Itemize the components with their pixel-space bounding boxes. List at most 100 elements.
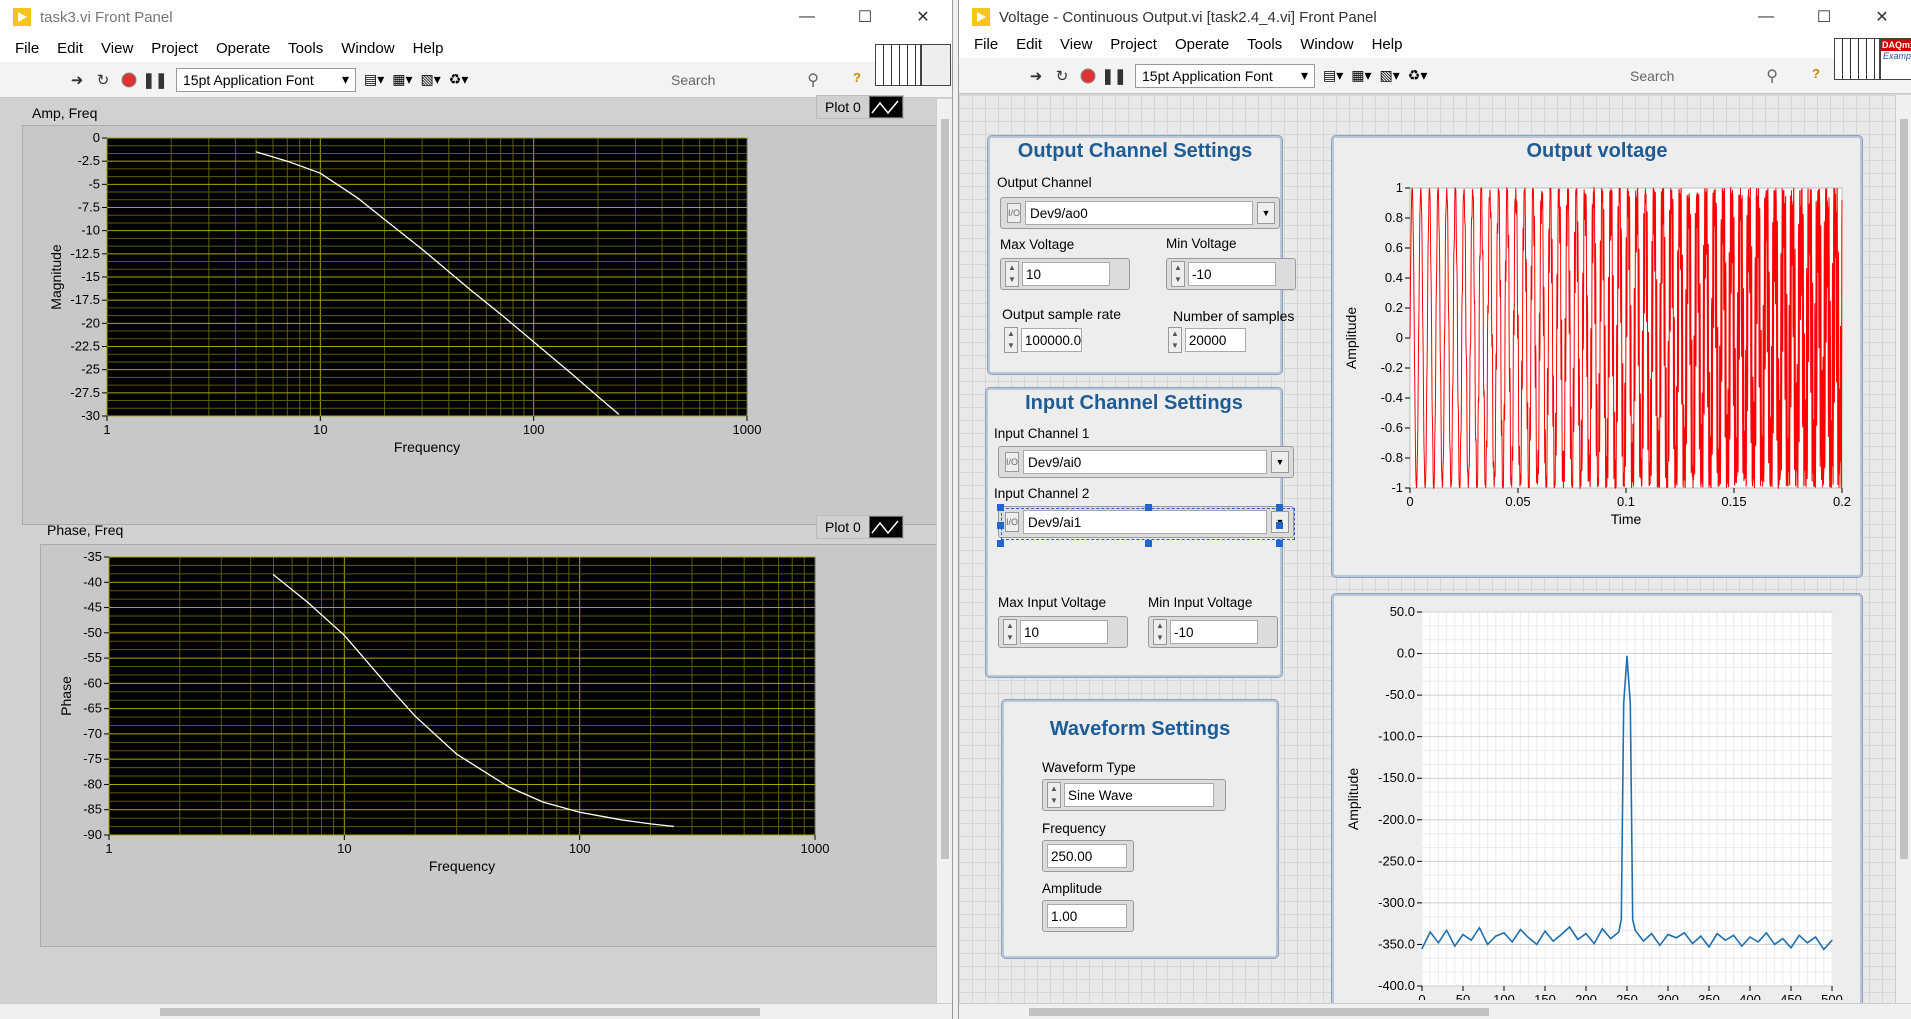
max-input-voltage-control[interactable]: ▲ ▼ 10 bbox=[998, 616, 1128, 648]
vi-icon[interactable] bbox=[921, 44, 951, 86]
menu-edit[interactable]: Edit bbox=[57, 39, 84, 57]
number-of-samples-control[interactable]: ▲ ▼ 20000 bbox=[1164, 324, 1250, 356]
min-input-voltage-value[interactable]: -10 bbox=[1170, 620, 1258, 644]
menu-window[interactable]: Window bbox=[341, 39, 395, 57]
plot-legend-amp[interactable]: Plot 0 bbox=[816, 95, 904, 119]
phase-freq-graph[interactable]: -35 -40 -45 -50 -55 -60 -65 -70 -75 -80 -85 -901 10 1… bbox=[41, 545, 941, 948]
close-button[interactable]: ✕ bbox=[1875, 9, 1889, 26]
min-voltage-value[interactable]: -10 bbox=[1188, 262, 1276, 286]
connector-pane-icon[interactable] bbox=[1834, 38, 1880, 80]
input-channel-2-control[interactable]: I/O Dev9/ai1 ▼ bbox=[998, 506, 1294, 538]
resize-objects-icon[interactable]: ▧▾ bbox=[1379, 67, 1400, 83]
help-icon[interactable]: ? bbox=[853, 70, 861, 85]
menu-view[interactable]: View bbox=[101, 39, 134, 57]
daqmx-example-icon[interactable]: DAQmx Example bbox=[1880, 38, 1911, 80]
menu-project[interactable]: Project bbox=[1110, 35, 1157, 53]
output-voltage-chart[interactable]: 10.80.60.40.20-0.2-0.4-0.6-0.8-10 0.05 0.1… bbox=[1336, 172, 1856, 572]
search-field[interactable]: Search ⚲ bbox=[665, 68, 835, 92]
increment-decrement-icon[interactable]: ▲ ▼ bbox=[1153, 619, 1167, 645]
vertical-scrollbar[interactable] bbox=[936, 99, 952, 1003]
run-continuously-icon[interactable]: ↻ bbox=[96, 71, 110, 89]
frequency-control[interactable]: 250.00 bbox=[1042, 840, 1134, 872]
increment-decrement-icon[interactable]: ▲ ▼ bbox=[1005, 261, 1019, 287]
max-voltage-value[interactable]: 10 bbox=[1022, 262, 1110, 286]
font-selector[interactable]: 15pt Application Font ▾ bbox=[176, 67, 356, 92]
increment-decrement-icon[interactable]: ▲ ▼ bbox=[1171, 261, 1185, 287]
search-input[interactable]: Search bbox=[671, 72, 716, 88]
menu-project[interactable]: Project bbox=[151, 39, 198, 57]
increment-decrement-icon[interactable]: ▲ ▼ bbox=[1003, 619, 1017, 645]
maximize-button[interactable]: ☐ bbox=[857, 9, 873, 26]
resize-handle[interactable] bbox=[1276, 504, 1283, 511]
menu-help[interactable]: Help bbox=[1371, 35, 1403, 53]
resize-handle[interactable] bbox=[1276, 540, 1283, 547]
close-button[interactable]: ✕ bbox=[916, 9, 930, 26]
abort-icon[interactable] bbox=[118, 69, 140, 91]
max-voltage-control[interactable]: ▲ ▼ 10 bbox=[1000, 258, 1130, 290]
min-voltage-control[interactable]: ▲ ▼ -10 bbox=[1166, 258, 1296, 290]
vertical-scrollbar[interactable] bbox=[1895, 95, 1911, 1003]
search-icon[interactable]: ⚲ bbox=[1766, 68, 1778, 85]
min-input-voltage-control[interactable]: ▲ ▼ -10 bbox=[1148, 616, 1278, 648]
run-continuously-icon[interactable]: ↻ bbox=[1055, 67, 1069, 85]
menu-operate[interactable]: Operate bbox=[1174, 35, 1230, 53]
menu-view[interactable]: View bbox=[1060, 35, 1093, 53]
resize-handle[interactable] bbox=[997, 522, 1004, 529]
help-icon[interactable]: ? bbox=[1812, 66, 1820, 81]
menu-tools[interactable]: Tools bbox=[1247, 35, 1283, 53]
reorder-icon[interactable]: ♻▾ bbox=[1407, 67, 1428, 83]
amplitude-control[interactable]: 1.00 bbox=[1042, 900, 1134, 932]
menu-window[interactable]: Window bbox=[1300, 35, 1354, 53]
abort-icon[interactable] bbox=[1077, 65, 1099, 87]
search-field[interactable]: Search ⚲ bbox=[1624, 64, 1794, 88]
maximize-button[interactable]: ☐ bbox=[1816, 9, 1832, 26]
resize-handle[interactable] bbox=[1276, 522, 1283, 529]
resize-handle[interactable] bbox=[997, 504, 1004, 511]
menu-help[interactable]: Help bbox=[412, 39, 444, 57]
waveform-type-value[interactable]: Sine Wave bbox=[1064, 783, 1214, 807]
distribute-objects-icon[interactable]: ▦▾ bbox=[1351, 67, 1372, 83]
output-sample-rate-control[interactable]: ▲ ▼ 100000.0 bbox=[1000, 324, 1086, 356]
horizontal-scrollbar[interactable] bbox=[0, 1003, 952, 1019]
align-objects-icon[interactable]: ▤▾ bbox=[1323, 67, 1344, 83]
search-icon[interactable]: ⚲ bbox=[807, 72, 819, 89]
increment-decrement-icon[interactable]: ▲ ▼ bbox=[1047, 782, 1061, 808]
minimize-button[interactable]: — bbox=[799, 8, 815, 25]
number-of-samples-value[interactable]: 20000 bbox=[1184, 328, 1246, 352]
font-selector[interactable]: 15pt Application Font ▾ bbox=[1135, 63, 1315, 88]
distribute-objects-icon[interactable]: ▦▾ bbox=[392, 71, 413, 87]
increment-decrement-icon[interactable]: ▲ ▼ bbox=[1168, 327, 1182, 353]
max-input-voltage-value[interactable]: 10 bbox=[1020, 620, 1108, 644]
input-channel-1-value[interactable]: Dev9/ai0 bbox=[1023, 450, 1267, 474]
chevron-down-icon[interactable]: ▼ bbox=[1271, 451, 1289, 473]
chevron-down-icon[interactable]: ▼ bbox=[1257, 202, 1275, 224]
connector-pane-icon[interactable] bbox=[875, 44, 921, 86]
horizontal-scrollbar[interactable] bbox=[959, 1003, 1911, 1019]
input-channel-1-control[interactable]: I/O Dev9/ai0 ▼ bbox=[998, 446, 1294, 478]
output-sample-rate-value[interactable]: 100000.0 bbox=[1020, 328, 1082, 352]
output-channel-value[interactable]: Dev9/ao0 bbox=[1025, 201, 1253, 225]
resize-objects-icon[interactable]: ▧▾ bbox=[420, 71, 441, 87]
output-channel-control[interactable]: I/O Dev9/ao0 ▼ bbox=[1000, 197, 1280, 229]
amplitude-value[interactable]: 1.00 bbox=[1047, 904, 1127, 928]
align-objects-icon[interactable]: ▤▾ bbox=[364, 71, 385, 87]
resize-handle[interactable] bbox=[1145, 540, 1152, 547]
spectrum-chart[interactable]: 50.0 0.0 -50.0 -100.0 -150.0 -200.0 -250.0 -300… bbox=[1336, 600, 1856, 1000]
pause-icon[interactable]: ❚❚ bbox=[1101, 67, 1127, 85]
plot-legend-phase[interactable]: Plot 0 bbox=[816, 515, 904, 539]
run-arrow-icon[interactable]: ➜ bbox=[70, 71, 84, 89]
menu-tools[interactable]: Tools bbox=[288, 39, 324, 57]
resize-handle[interactable] bbox=[997, 540, 1004, 547]
waveform-type-control[interactable]: ▲ ▼ Sine Wave bbox=[1042, 779, 1226, 811]
menu-file[interactable]: File bbox=[15, 39, 40, 57]
input-channel-2-value[interactable]: Dev9/ai1 bbox=[1023, 510, 1267, 534]
menu-file[interactable]: File bbox=[974, 35, 999, 53]
amp-freq-graph[interactable]: 0 -2.5 -5 -7.5 -10 -12.5 -15 -17.5 -20 -22.5 -25 -2… bbox=[23, 126, 941, 526]
menu-operate[interactable]: Operate bbox=[215, 39, 271, 57]
reorder-icon[interactable]: ♻▾ bbox=[448, 71, 469, 87]
resize-handle[interactable] bbox=[1145, 504, 1152, 511]
frequency-value[interactable]: 250.00 bbox=[1047, 844, 1127, 868]
pause-icon[interactable]: ❚❚ bbox=[142, 71, 168, 89]
search-input[interactable]: Search bbox=[1630, 68, 1675, 84]
increment-decrement-icon[interactable]: ▲ ▼ bbox=[1004, 327, 1018, 353]
